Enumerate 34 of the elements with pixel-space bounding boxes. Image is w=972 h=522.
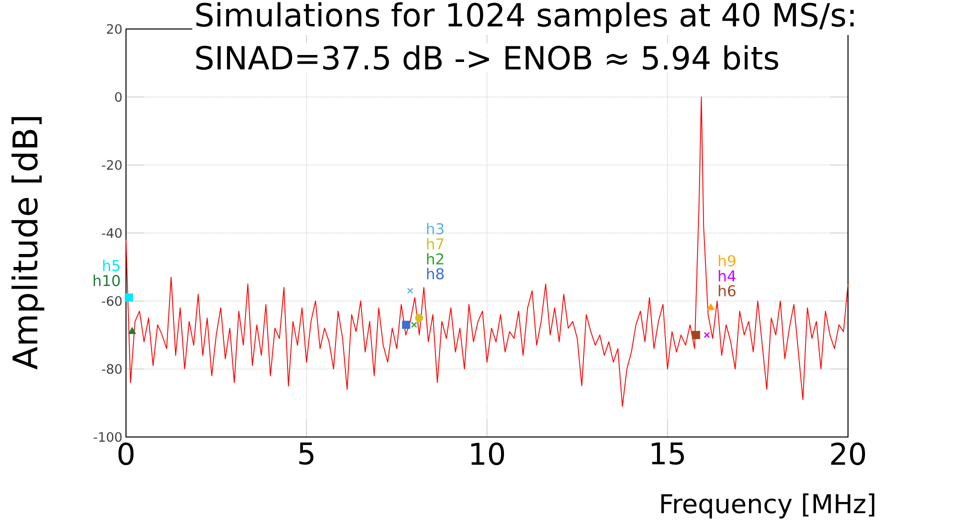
y-tick-label: 20	[106, 24, 122, 34]
point	[692, 330, 700, 340]
text: h10	[94, 274, 120, 286]
line-series	[126, 96, 848, 407]
point	[402, 320, 410, 329]
y-tick-label: -80	[102, 364, 122, 374]
x-axis-title: Frequency [MHz]	[661, 493, 874, 518]
text: h8	[427, 268, 444, 280]
chart-subtitle: SINAD=37.5 dB -> ENOB ≈ 5.94 bits	[196, 45, 778, 70]
point	[707, 304, 714, 310]
text: h6	[718, 284, 736, 296]
text: h7	[427, 238, 444, 250]
y-tick-label: -60	[102, 296, 122, 306]
y-tick-label: -20	[102, 160, 122, 170]
y-tick-label: -100	[94, 432, 122, 442]
y-tick-label: 0	[115, 92, 122, 102]
point	[704, 332, 710, 338]
y-tick-label: -40	[102, 228, 122, 238]
text: h3	[427, 222, 444, 234]
x-tick-label: 20	[831, 442, 866, 466]
point	[124, 294, 133, 302]
text: h4	[718, 270, 736, 282]
point	[411, 322, 418, 328]
text: h2	[427, 253, 444, 264]
series-label: h5	[103, 260, 120, 272]
point	[415, 314, 424, 322]
y-axis-title: Amplitude [dB]	[12, 117, 44, 370]
text: h9	[718, 254, 736, 266]
point	[128, 328, 136, 334]
x-tick-label: 10	[471, 442, 504, 466]
x-tick-label: 15	[652, 442, 684, 465]
point	[407, 288, 414, 294]
chart-title: Simulations for 1024 samples at 40 MS/s:	[196, 2, 854, 34]
x-tick-label: 5	[299, 442, 314, 465]
